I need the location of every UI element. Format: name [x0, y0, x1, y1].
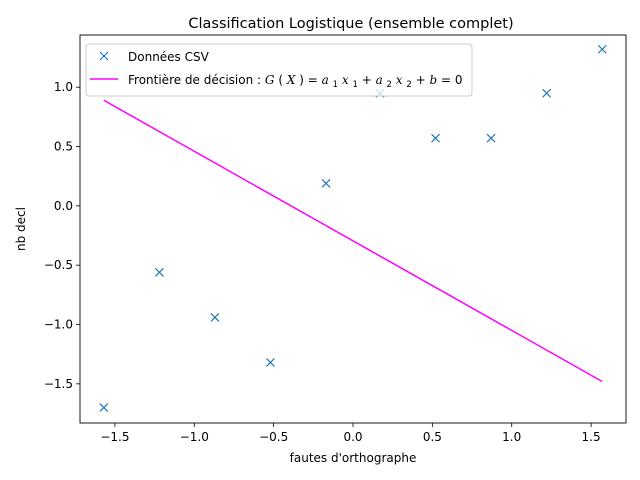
math-open-paren: ( [278, 73, 283, 87]
x-tick-label: 1.0 [502, 430, 521, 444]
math-sub2-a: 2 [387, 80, 392, 90]
data-point-7 [431, 133, 440, 143]
y-tick-label: 0.5 [54, 140, 73, 154]
data-point-10 [597, 44, 607, 54]
math-b: b [430, 73, 438, 87]
legend-line-label: Frontière de décision : G ( X ) = a 1 x … [128, 73, 463, 90]
math-plus-2: + [416, 73, 430, 87]
math-zero: 0 [455, 73, 463, 87]
y-axis-label: nb decl [14, 207, 28, 251]
decision-boundary-line [103, 99, 603, 383]
plot-area [99, 44, 607, 412]
x-axis-ticks: −1.5 −1.0 −0.5 0.0 0.5 1.0 1.5 [100, 423, 601, 444]
y-axis-ticks: −1.5 −1.0 −0.5 0.0 0.5 1.0 [44, 80, 80, 391]
y-tick-label: 0.0 [54, 199, 73, 213]
math-x1: x [342, 73, 349, 87]
math-equals: = [308, 73, 322, 87]
data-point-2 [154, 267, 164, 277]
math-x2: x [396, 73, 403, 87]
legend-x-glyph [99, 51, 109, 61]
math-sub1-x: 1 [352, 80, 357, 90]
math-a2: a [376, 73, 383, 87]
math-close-paren: ) [299, 73, 304, 87]
x-tick-label: 0.0 [343, 430, 362, 444]
data-point-8 [486, 133, 496, 143]
math-equals-2: = [441, 73, 455, 87]
x-tick-label: 1.5 [582, 430, 601, 444]
math-a1: a [322, 73, 329, 87]
data-point-9 [542, 88, 552, 98]
legend: Données CSV Frontière de décision : G ( … [85, 43, 473, 97]
math-sub1-a: 1 [333, 80, 338, 90]
legend-marker-x [99, 51, 109, 61]
axes-frame [79, 34, 627, 424]
math-x: X [286, 73, 296, 87]
math-g: G [265, 73, 275, 87]
chart-title: Classification Logistique (ensemble comp… [188, 16, 513, 32]
x-tick-label: −1.5 [100, 430, 129, 444]
y-tick-label: −1.0 [44, 318, 73, 332]
data-point-3 [210, 312, 220, 322]
legend-scatter-label: Données CSV [128, 50, 210, 64]
y-tick-label: −0.5 [44, 258, 73, 272]
data-point-4 [266, 358, 275, 367]
x-tick-label: −0.5 [259, 430, 288, 444]
math-sub2-x: 2 [406, 80, 411, 90]
data-point-5 [321, 178, 331, 188]
legend-box [85, 43, 473, 97]
data-point-1 [99, 403, 109, 412]
y-tick-label: −1.5 [44, 377, 73, 391]
legend-line-prefix: Frontière de décision : [128, 73, 265, 87]
x-tick-label: 0.5 [423, 430, 442, 444]
math-plus-1: + [362, 73, 376, 87]
x-tick-label: −1.0 [180, 430, 209, 444]
y-tick-label: 1.0 [54, 80, 73, 94]
x-axis-label: fautes d'orthographe [290, 451, 417, 465]
